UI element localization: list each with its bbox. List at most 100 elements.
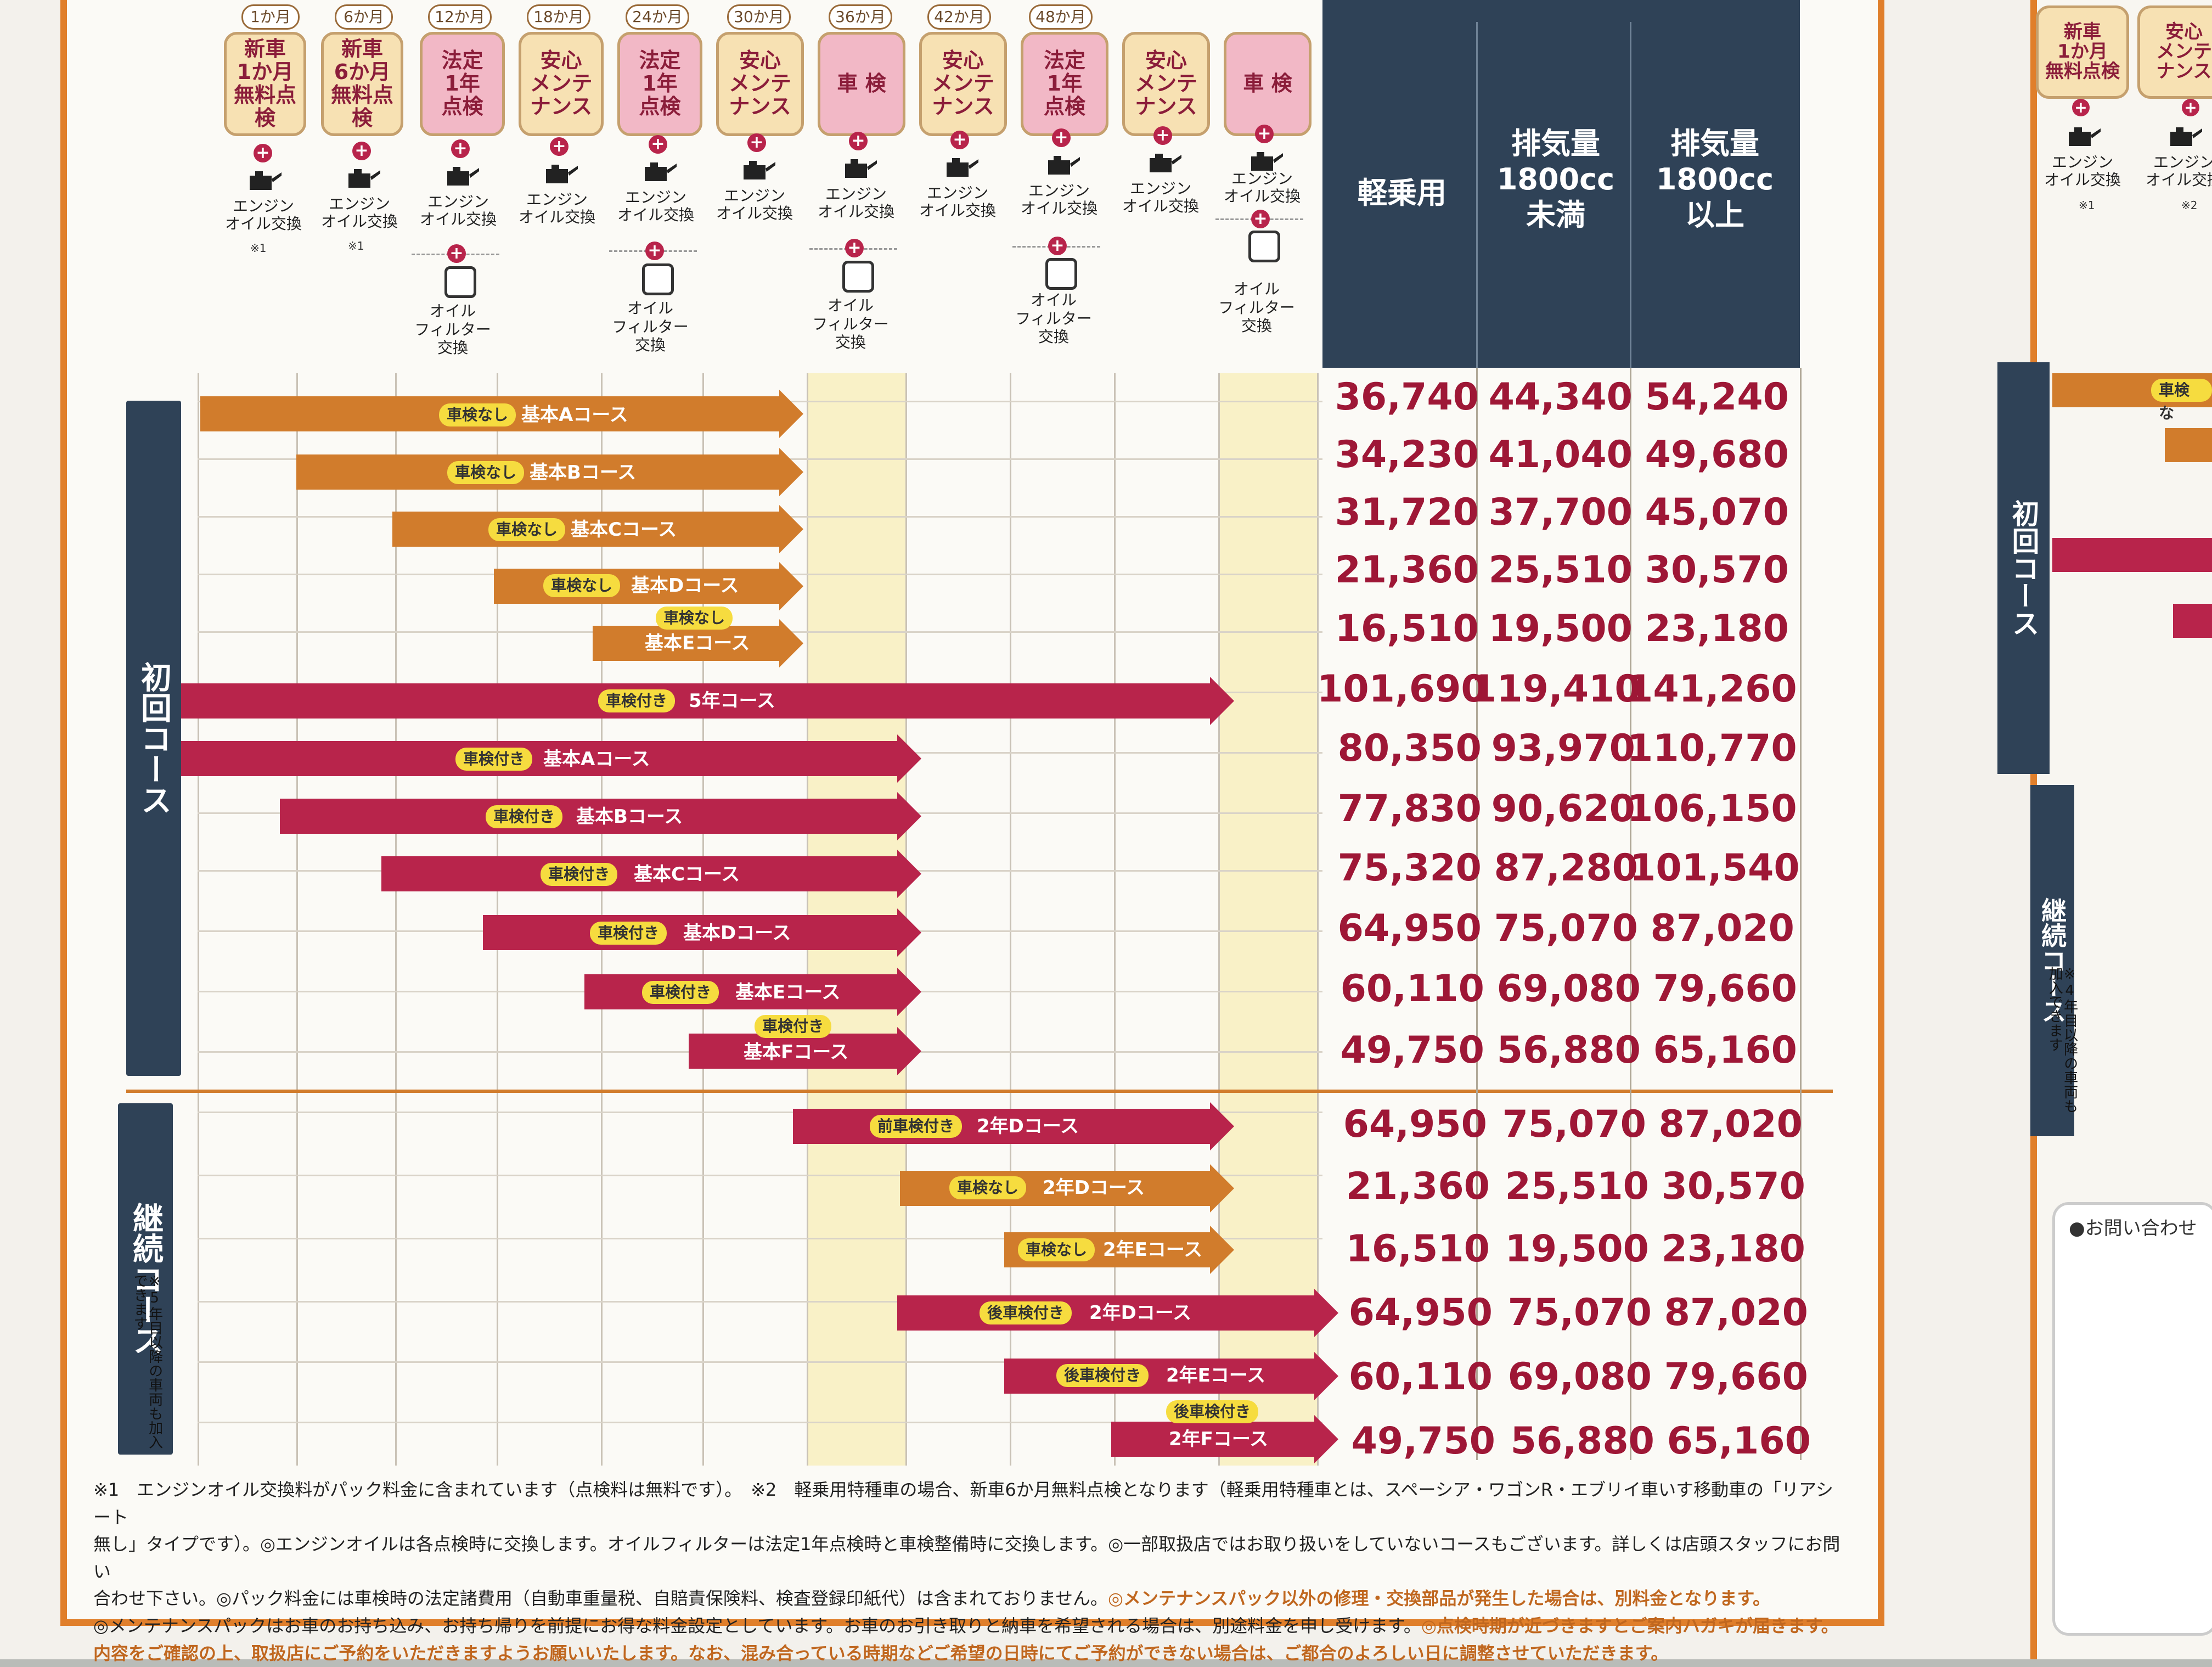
oil-filter-icon (842, 261, 874, 293)
price-kei: 16,510 (1335, 607, 1479, 650)
header-box: 安心 メンテ ナンス (919, 32, 1007, 136)
arrow-head-icon (1210, 1102, 1234, 1150)
arrow-head-icon (897, 1027, 921, 1075)
price-under-1800: 90,620 (1491, 787, 1635, 830)
arrow-head-icon (779, 448, 803, 496)
plus-icon: + (849, 132, 868, 150)
continuing-note: ※5年目以降の車両も加入できます (131, 1273, 163, 1449)
course-name: 基本Eコース (645, 632, 750, 654)
course-tag: 後車検付き (1166, 1400, 1259, 1423)
header-box: 法定 1年 点検 (420, 32, 505, 136)
footnotes: ※1 エンジンオイル交換料がパック料金に含まれています（点検料は無料です）。 ※… (93, 1477, 1849, 1667)
price-over-1800: 110,770 (1627, 727, 1797, 770)
price-over-1800: 65,160 (1653, 1029, 1797, 1072)
arrow-head-icon (779, 562, 803, 610)
course-tag: 車検付き (590, 922, 667, 945)
price-under-1800: 75,070 (1502, 1103, 1646, 1146)
price-over-1800: 23,180 (1645, 607, 1789, 650)
header-box: 安心 メンテ ナンス (519, 32, 604, 136)
plus-icon: + (1255, 125, 1274, 143)
course-tag: 車検なし (543, 574, 621, 597)
course-name: 基本Cコース (634, 863, 740, 885)
header-box: 車 検 (818, 32, 905, 136)
price-kei: 77,830 (1337, 787, 1482, 830)
plus-icon: + (1048, 237, 1067, 255)
price-over-1800: 30,570 (1645, 548, 1789, 592)
course-bar (494, 569, 782, 604)
oil-can-icon (250, 171, 282, 190)
price-kei: 16,510 (1346, 1227, 1490, 1271)
price-under-1800: 69,080 (1496, 967, 1641, 1011)
price-kei: 34,230 (1335, 433, 1479, 476)
right-header-box: 安心 メンテ ナンス (2137, 5, 2212, 99)
oil-can-icon (2069, 127, 2101, 146)
course-tag: 車検付き (486, 805, 563, 828)
footnote-line: ※1 エンジンオイル交換料がパック料金に含まれています（点検料は無料です）。 ※… (93, 1479, 1833, 1528)
course-bar (2165, 428, 2212, 462)
course-tag: 車検付き (642, 981, 719, 1004)
contact-box (2052, 1202, 2212, 1636)
course-name: 基本Bコース (576, 806, 683, 828)
course-name: 2年Eコース (1103, 1239, 1203, 1261)
oil-change-label: エンジン オイル交換 (617, 188, 694, 224)
price-under-1800: 19,500 (1488, 607, 1633, 650)
price-under-1800: 93,970 (1491, 727, 1635, 770)
price-header-under-1800: 排気量 1800cc 未満 (1496, 126, 1615, 232)
course-name: 基本Bコース (530, 462, 637, 484)
section-label-continuing: 継続コース (118, 1103, 173, 1455)
arrow-head-icon (897, 968, 921, 1016)
month-tab: 18か月 (527, 4, 590, 30)
oil-change-label: エンジン オイル交換 (1223, 170, 1301, 206)
price-over-1800: 79,660 (1664, 1355, 1808, 1399)
right-section-initial: 初回コース (1997, 362, 2050, 774)
price-kei: 49,750 (1351, 1419, 1495, 1463)
course-bar (296, 454, 782, 490)
oil-can-icon (546, 165, 578, 183)
course-bar (392, 512, 782, 547)
header-box: 新車 6か月 無料点検 (321, 32, 403, 136)
course-tag: 車検付き (541, 863, 618, 886)
arrow-head-icon (897, 908, 921, 957)
price-over-1800: 23,180 (1661, 1227, 1805, 1271)
arrow-head-icon (1314, 1415, 1338, 1463)
oil-can-icon (744, 161, 775, 179)
course-tag: 車検なし (488, 518, 566, 541)
course-name: 基本Fコース (744, 1041, 849, 1063)
month-tab: 42か月 (927, 4, 991, 30)
price-over-1800: 54,240 (1645, 375, 1789, 419)
oil-filter-icon (1248, 231, 1280, 262)
oil-can-icon (1150, 154, 1181, 172)
course-tag: 車検なし (439, 403, 516, 426)
price-under-1800: 37,700 (1488, 491, 1633, 534)
course-bar (381, 856, 900, 891)
price-under-1800: 75,070 (1494, 907, 1638, 950)
header-box: 安心 メンテ ナンス (1122, 32, 1210, 136)
filter-change-label: オイル フィルター 交換 (414, 302, 491, 357)
filter-change-label: オイル フィルター 交換 (1218, 280, 1295, 335)
oil-change-label: エンジン オイル交換 (224, 197, 302, 233)
oil-change-label: エンジン オイル交換 (320, 195, 398, 231)
price-over-1800: 141,260 (1627, 667, 1797, 711)
course-bar (897, 1295, 1317, 1331)
oil-can-icon (1048, 156, 1080, 175)
course-tag: 後車検付き (1056, 1364, 1149, 1387)
price-over-1800: 45,070 (1645, 491, 1789, 534)
price-kei: 21,360 (1346, 1165, 1490, 1208)
month-tab: 1か月 (241, 4, 300, 30)
price-kei: 36,740 (1335, 375, 1479, 419)
note-mark: ※1 (250, 242, 267, 255)
footnote-line: ◎メンテナンスパックはお車のお持ち込み、お持ち帰りを前提にお得な料金設定としてい… (93, 1615, 1421, 1636)
price-kei: 60,110 (1348, 1355, 1493, 1399)
course-name: 基本Aコース (543, 748, 650, 770)
price-over-1800: 106,150 (1627, 787, 1797, 830)
price-kei: 101,690 (1317, 667, 1487, 711)
price-under-1800: 19,500 (1505, 1227, 1649, 1271)
shaken-column-60 (1218, 373, 1317, 1466)
course-name: 5年コース (689, 690, 775, 712)
arrow-head-icon (897, 734, 921, 783)
section-label-initial: 初回コース (126, 401, 181, 1076)
oil-change-label: エンジン オイル交換 (716, 187, 793, 223)
section-divider (126, 1090, 1833, 1093)
price-over-1800: 49,680 (1645, 433, 1789, 476)
price-under-1800: 25,510 (1488, 548, 1633, 592)
